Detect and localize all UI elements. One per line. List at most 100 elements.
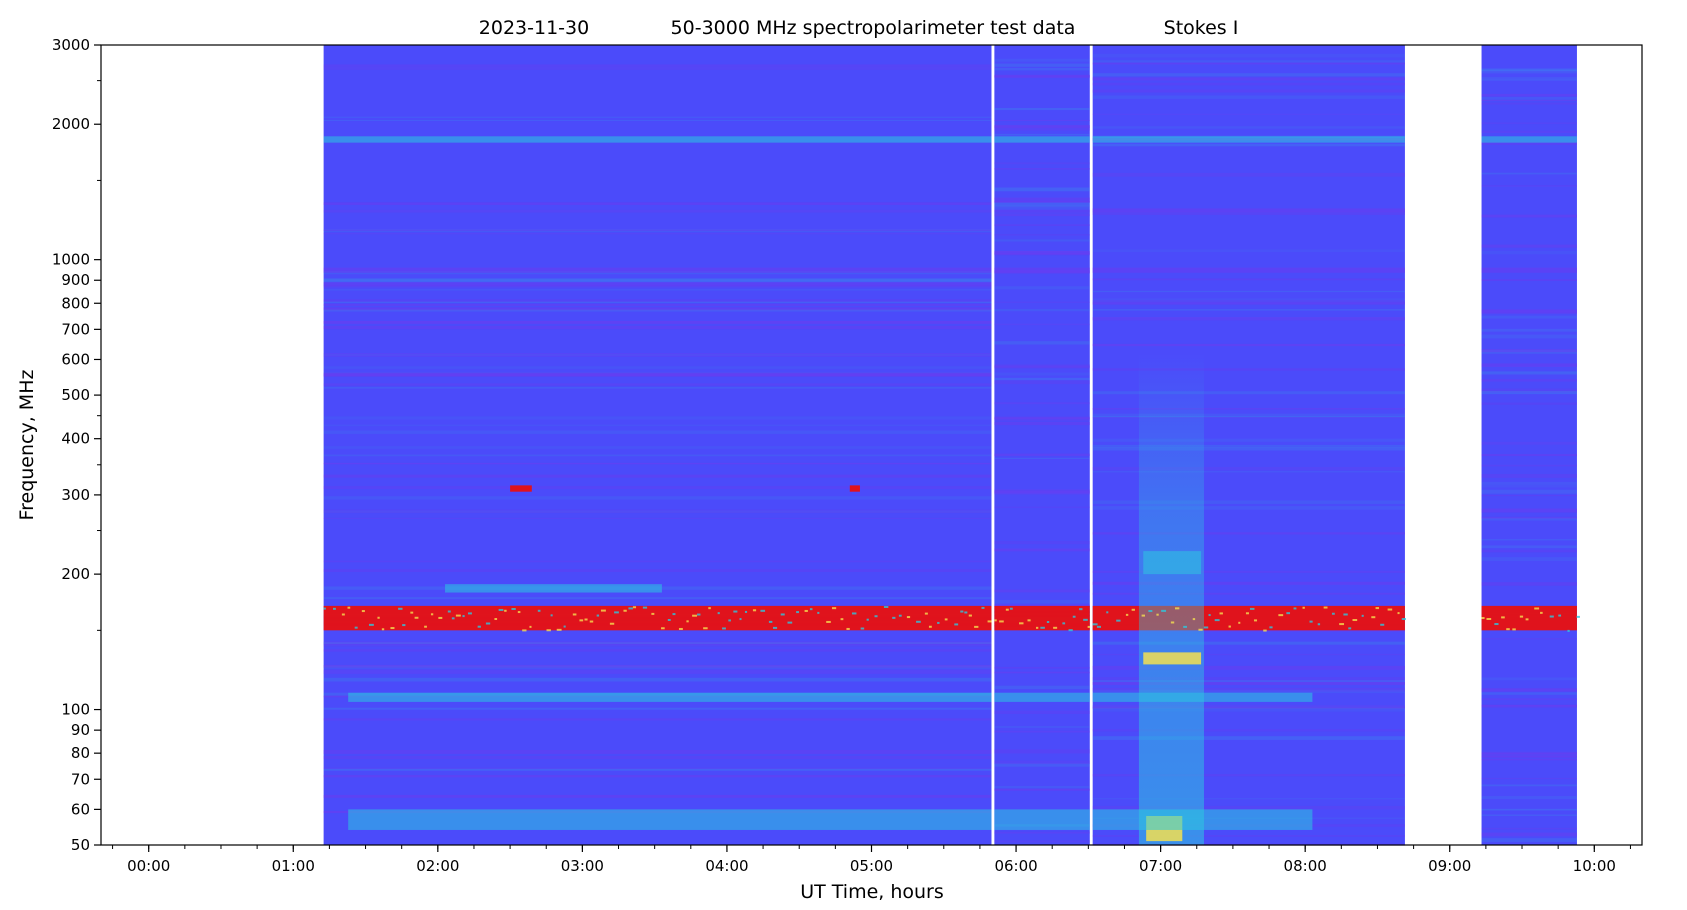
rfi-speckle bbox=[1375, 607, 1380, 610]
texture-line bbox=[1092, 707, 1405, 709]
texture-line bbox=[323, 309, 992, 312]
texture-line bbox=[1481, 390, 1577, 395]
texture-line bbox=[994, 763, 1090, 767]
rfi-speckle bbox=[368, 623, 374, 626]
texture-line bbox=[1092, 687, 1405, 692]
segment-fill bbox=[323, 45, 992, 845]
texture-line bbox=[323, 424, 992, 427]
rfi-speckle bbox=[999, 620, 1004, 623]
y-tick-label: 900 bbox=[61, 271, 90, 289]
texture-line bbox=[1092, 471, 1405, 473]
rfi-speckle bbox=[883, 606, 889, 609]
rfi-speckle bbox=[596, 614, 600, 617]
rfi-speckle bbox=[1219, 612, 1223, 615]
texture-line bbox=[1092, 805, 1405, 810]
texture-line bbox=[323, 750, 992, 754]
x-tick-label: 04:00 bbox=[705, 857, 748, 875]
rfi-speckle bbox=[1156, 613, 1159, 616]
texture-line bbox=[994, 671, 1090, 674]
rfi-speckle bbox=[780, 613, 785, 616]
texture-line bbox=[994, 200, 1090, 203]
rfi-speckle bbox=[831, 607, 837, 610]
rfi-speckle bbox=[1323, 606, 1328, 609]
texture-line bbox=[323, 285, 992, 288]
rfi-speckle bbox=[632, 606, 637, 609]
y-tick-label: 500 bbox=[61, 386, 90, 404]
texture-line bbox=[994, 548, 1090, 552]
texture-line bbox=[1481, 758, 1577, 761]
y-tick-label: 400 bbox=[61, 430, 90, 448]
texture-line bbox=[1481, 312, 1577, 314]
texture-line bbox=[323, 301, 992, 303]
texture-line bbox=[323, 474, 992, 478]
texture-line bbox=[1481, 77, 1577, 80]
y-tick-label: 50 bbox=[71, 836, 90, 854]
rfi-speckle bbox=[361, 610, 365, 613]
rfi-speckle bbox=[377, 616, 380, 619]
feature-6-2 bbox=[1092, 267, 1405, 273]
rfi-speckle bbox=[1293, 607, 1297, 610]
texture-line bbox=[1092, 343, 1405, 347]
rfi-speckle bbox=[447, 610, 451, 613]
rfi-speckle bbox=[424, 625, 427, 628]
rfi-speckle bbox=[1317, 623, 1321, 626]
feature-10-0 bbox=[510, 485, 532, 492]
y-tick-label: 80 bbox=[71, 744, 90, 762]
rfi-speckle bbox=[546, 629, 551, 632]
rfi-speckle bbox=[537, 609, 541, 612]
rfi-speckle bbox=[787, 621, 793, 624]
texture-line bbox=[1092, 317, 1405, 321]
texture-line bbox=[1481, 481, 1577, 485]
rfi-speckle bbox=[1214, 619, 1220, 622]
rfi-speckle bbox=[678, 627, 683, 630]
rfi-speckle bbox=[1005, 608, 1009, 611]
rfi-speckle bbox=[672, 613, 676, 616]
texture-line bbox=[1092, 73, 1405, 77]
texture-line bbox=[1092, 113, 1405, 115]
texture-line bbox=[1481, 698, 1577, 701]
rfi-speckle bbox=[987, 620, 992, 623]
texture-line bbox=[1092, 60, 1405, 63]
title-main: 50-3000 MHz spectropolarimeter test data bbox=[671, 17, 1076, 39]
texture-line bbox=[994, 726, 1090, 728]
rfi-speckle bbox=[1286, 612, 1291, 615]
texture-line bbox=[1481, 141, 1577, 145]
feature-2-0 bbox=[1143, 652, 1202, 665]
x-axis-title: UT Time, hours bbox=[800, 881, 944, 903]
rfi-speckle bbox=[1198, 628, 1203, 631]
rfi-speckle bbox=[1387, 608, 1393, 611]
rfi-speckle bbox=[817, 611, 820, 614]
texture-line bbox=[1092, 446, 1405, 451]
texture-line bbox=[323, 116, 992, 118]
rfi-speckle bbox=[1161, 609, 1167, 612]
texture-line bbox=[1481, 69, 1577, 74]
rfi-speckle bbox=[642, 606, 648, 609]
texture-line bbox=[323, 670, 992, 674]
x-tick-label: 03:00 bbox=[561, 857, 604, 875]
rfi-speckle bbox=[954, 623, 959, 626]
feature-8-2 bbox=[1092, 692, 1313, 702]
texture-line bbox=[994, 666, 1090, 669]
x-tick-label: 02:00 bbox=[416, 857, 459, 875]
texture-line bbox=[994, 457, 1090, 459]
rfi-speckle bbox=[1141, 614, 1145, 617]
rfi-speckle bbox=[809, 608, 813, 611]
rfi-speckle bbox=[981, 606, 985, 609]
rfi-speckle bbox=[1009, 607, 1013, 610]
data-segment-3 bbox=[1481, 45, 1577, 845]
rfi-speckle bbox=[563, 625, 566, 628]
texture-line bbox=[1481, 464, 1577, 467]
rfi-speckle bbox=[402, 624, 406, 627]
rfi-speckle bbox=[1238, 621, 1241, 624]
texture-line bbox=[1092, 290, 1405, 293]
x-axis: 00:00 01:00 02:00 03:00 04:00 05:00 06:00 07:00… bbox=[112, 845, 1631, 875]
texture-line bbox=[994, 366, 1090, 369]
rfi-speckle bbox=[589, 620, 594, 623]
texture-line bbox=[1092, 95, 1405, 99]
texture-line bbox=[323, 664, 992, 668]
rfi-speckle bbox=[1331, 612, 1335, 615]
rfi-speckle bbox=[1343, 613, 1348, 616]
texture-line bbox=[1481, 402, 1577, 405]
texture-line bbox=[994, 133, 1090, 136]
